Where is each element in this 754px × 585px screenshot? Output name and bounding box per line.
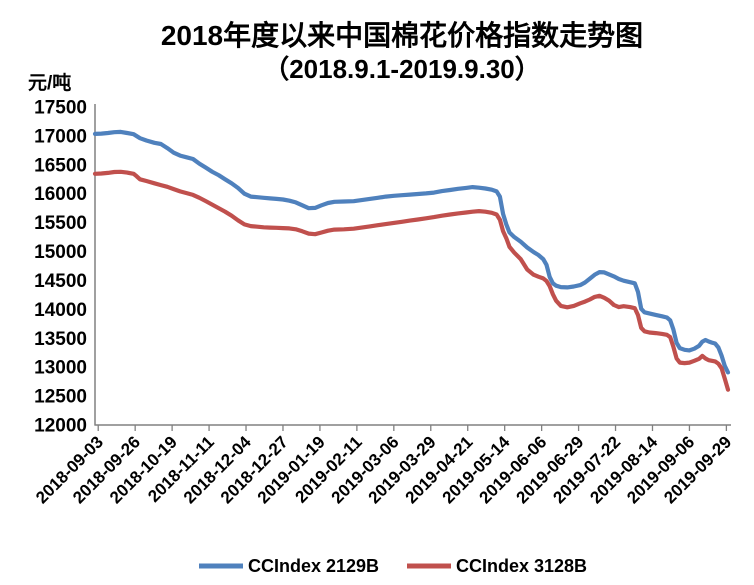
legend-label-ccindex-2129b: CCIndex 2129B [248,556,379,576]
y-tick-label: 16000 [34,184,87,205]
y-tick-label: 15500 [34,213,87,234]
y-tick-label: 12000 [34,416,87,437]
x-axis-ticks: 2018-09-032018-09-262018-10-192018-11-11… [32,425,735,507]
y-axis-tick-labels: 17500 17000 16500 16000 15500 15000 14500 14000… [34,98,87,437]
y-tick-label: 15000 [34,242,87,263]
y-axis-unit-label: 元/吨 [28,71,71,94]
chart-title: 2018年度以来中国棉花价格指数走势图 [161,19,643,51]
legend-label-ccindex-3128b: CCIndex 3128B [456,556,587,576]
series-line-ccindex-2129b [92,129,731,375]
series-lines [92,129,731,392]
y-tick-label: 14500 [34,271,87,292]
chart-subtitle: （2018.9.1-2019.9.30） [263,54,541,84]
y-tick-label: 17000 [34,126,87,147]
y-tick-label: 17500 [34,98,87,119]
series-line-ccindex-3128b [92,169,731,392]
legend: CCIndex 2129B CCIndex 3128B [199,556,587,576]
y-tick-label: 14000 [34,300,87,321]
y-tick-label: 16500 [34,155,87,176]
y-tick-label: 13500 [34,329,87,350]
y-tick-label: 12500 [34,387,87,408]
y-tick-label: 13000 [34,358,87,379]
